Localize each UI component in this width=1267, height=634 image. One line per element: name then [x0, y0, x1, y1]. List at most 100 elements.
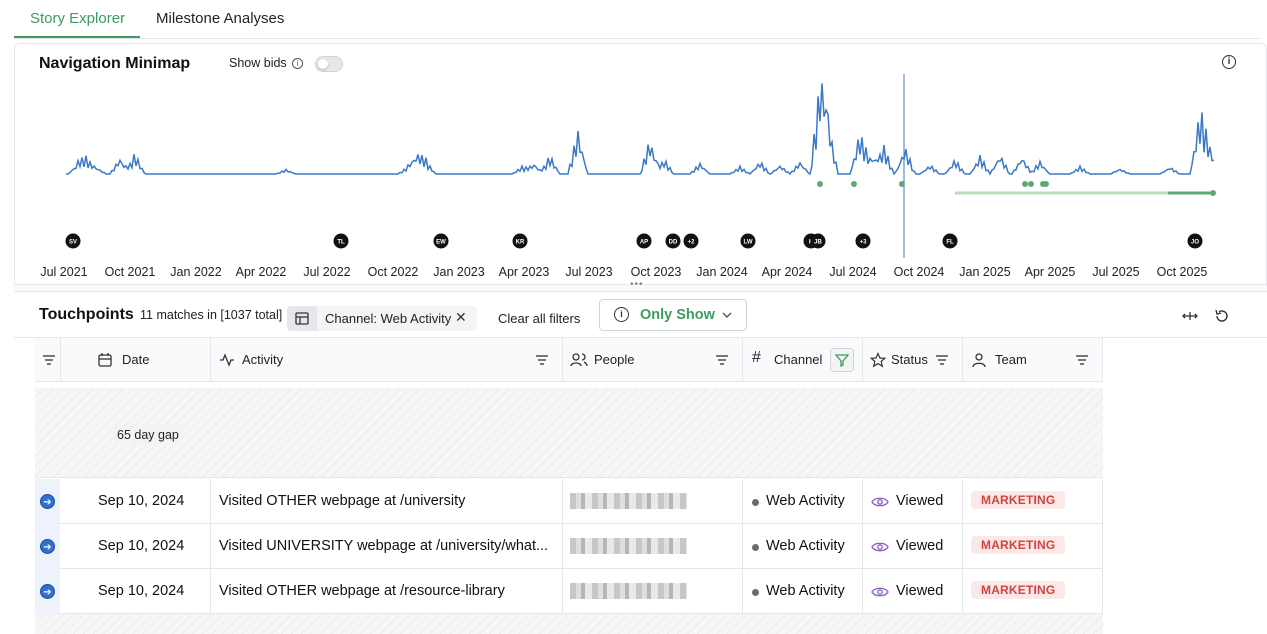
person-icon [972, 353, 986, 368]
people-cell[interactable] [563, 479, 743, 524]
avatar[interactable]: DD [665, 233, 681, 249]
activity-cell: Visited OTHER webpage at /resource-libra… [211, 569, 563, 614]
milestone-dot[interactable] [817, 181, 823, 187]
avatar[interactable]: +2 [683, 233, 699, 249]
close-icon[interactable]: ✕ [455, 309, 467, 325]
avatar-initials: JO [1191, 240, 1199, 246]
open-row-button[interactable]: ➔ [35, 524, 60, 569]
show-bids-label: Show bids [229, 56, 287, 70]
column-date[interactable]: Date [61, 338, 211, 382]
clear-filters-button[interactable]: Clear all filters [498, 311, 581, 326]
x-axis-label: Jan 2025 [959, 265, 1010, 279]
milestone-dot[interactable] [1022, 181, 1028, 187]
panel-resize-handle[interactable]: ••• [14, 279, 1267, 292]
channel-cell: Web Activity [743, 524, 863, 569]
channel-text: Web Activity [766, 538, 845, 554]
x-axis-label: Jan 2022 [170, 265, 221, 279]
date-cell: Sep 10, 2024 [61, 569, 211, 614]
arrow-right-icon: ➔ [40, 584, 55, 599]
activity-cell: Visited OTHER webpage at /university [211, 479, 563, 524]
people-cell[interactable] [563, 569, 743, 614]
channel-dot [752, 499, 759, 506]
team-badge: MARKETING [971, 581, 1066, 599]
open-row-button[interactable]: ➔ [35, 479, 60, 524]
toggle-knob [318, 59, 328, 69]
avatar[interactable]: AP [636, 233, 652, 249]
avatar[interactable]: TL [333, 233, 349, 249]
column-channel[interactable]: # Channel [743, 338, 863, 382]
avatar[interactable]: LW [740, 233, 756, 249]
date-text: Sep 10, 2024 [98, 583, 185, 599]
only-show-dropdown[interactable]: i Only Show [599, 299, 747, 331]
milestone-dot[interactable] [1028, 181, 1034, 187]
row-select-header[interactable] [35, 338, 61, 382]
redacted-people [570, 538, 687, 554]
milestone-dot[interactable] [1210, 190, 1216, 196]
avatar[interactable]: SV [65, 233, 81, 249]
column-activity[interactable]: Activity [211, 338, 563, 382]
funnel-icon [835, 354, 849, 367]
table-header: Date Activity People # Channel Status Te… [35, 338, 1103, 382]
avatar[interactable]: KR [512, 233, 528, 249]
team-cell: MARKETING [963, 569, 1103, 614]
minimap-info-icon[interactable]: i [1222, 55, 1236, 69]
filter-lines-icon[interactable] [935, 353, 949, 367]
status-text: Viewed [896, 583, 944, 599]
column-label: Team [995, 352, 1027, 367]
column-label: Activity [242, 352, 284, 367]
tab-milestone-analyses[interactable]: Milestone Analyses [156, 10, 285, 27]
tab-story-explorer[interactable]: Story Explorer [30, 10, 126, 27]
avatar-initials: JB [814, 240, 822, 246]
show-bids-toggle[interactable] [315, 56, 343, 72]
open-row-button[interactable]: ➔ [35, 569, 60, 614]
channel-text: Web Activity [766, 493, 845, 509]
avatar[interactable]: JO [1187, 233, 1203, 249]
star-icon [870, 352, 886, 368]
avatar-initials: DD [669, 240, 678, 246]
avatar[interactable]: +3 [855, 233, 871, 249]
table-row[interactable]: ➔ Sep 10, 2024 Visited UNIVERSITY webpag… [35, 524, 1103, 569]
milestone-dot[interactable] [1043, 181, 1049, 187]
x-axis-label: Jan 2024 [696, 265, 747, 279]
x-axis-label: Jan 2023 [433, 265, 484, 279]
avatar-initials: SV [69, 240, 77, 246]
table-row[interactable]: ➔ Sep 10, 2024 Visited OTHER webpage at … [35, 479, 1103, 524]
channel-filter-active-button[interactable] [830, 348, 854, 372]
status-text: Viewed [896, 538, 944, 554]
date-cell: Sep 10, 2024 [61, 524, 211, 569]
channel-dot [752, 544, 759, 551]
divider [14, 337, 1267, 338]
redacted-people [570, 583, 687, 599]
column-label: Date [122, 352, 150, 367]
people-cell[interactable] [563, 524, 743, 569]
status-cell: Viewed [863, 524, 963, 569]
channel-filter-chip[interactable]: Channel: Web Activity ✕ [287, 306, 477, 331]
touchpoints-table: Date Activity People # Channel Status Te… [35, 338, 1103, 634]
avatar[interactable]: FL [942, 233, 958, 249]
filter-lines-icon[interactable] [535, 353, 549, 367]
only-show-label: Only Show [640, 307, 715, 323]
move-arrows-icon[interactable] [1181, 307, 1199, 325]
column-status[interactable]: Status [863, 338, 963, 382]
column-people[interactable]: People [563, 338, 743, 382]
column-label: People [594, 352, 635, 367]
avatar-initials: +3 [860, 240, 868, 246]
arrow-right-icon: ➔ [40, 539, 55, 554]
avatar-initials: TL [337, 240, 345, 246]
milestone-dot[interactable] [851, 181, 857, 187]
table-row[interactable]: ➔ Sep 10, 2024 Visited OTHER webpage at … [35, 569, 1103, 614]
filter-lines-icon[interactable] [1075, 353, 1089, 367]
match-count: 11 matches in [1037 total] [140, 308, 283, 322]
info-icon[interactable]: i [292, 58, 303, 69]
avatar-initials: LW [744, 240, 753, 246]
filter-lines-icon[interactable] [715, 353, 729, 367]
avatar[interactable]: JB [810, 233, 826, 249]
avatar[interactable]: EW [433, 233, 449, 249]
x-axis-label: Oct 2025 [1157, 265, 1208, 279]
filter-chip-label: Channel: Web Activity [325, 311, 452, 326]
milestone-dot[interactable] [899, 181, 905, 187]
column-team[interactable]: Team [963, 338, 1103, 382]
refresh-icon[interactable] [1213, 307, 1231, 325]
x-axis-label: Oct 2021 [105, 265, 156, 279]
